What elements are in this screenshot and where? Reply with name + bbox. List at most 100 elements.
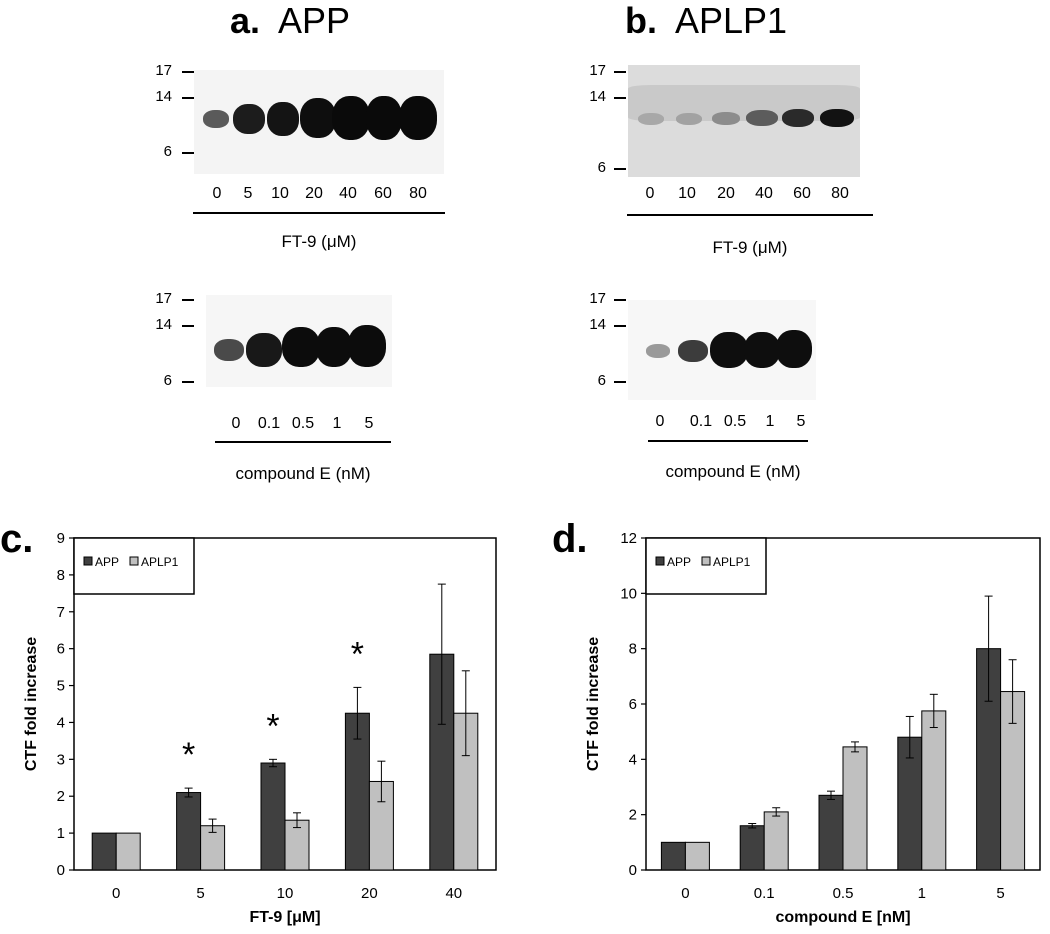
blot-band: [300, 98, 336, 138]
blot-band: [712, 112, 740, 125]
blot-band: [267, 102, 299, 136]
mw-label: 17: [589, 62, 606, 79]
blot-band: [214, 339, 244, 361]
mw-tick: [182, 152, 194, 154]
legend-label: APP: [95, 555, 119, 569]
y-tick-label: 9: [57, 530, 65, 547]
blot-band: [246, 333, 282, 367]
chart-d-fold-increase: d. 0 2 4 6 8 10 12 CTF fold increase 0 0.1 0.5 1 5 com…: [552, 517, 1041, 926]
blot-caption: FT-9 (μM): [712, 238, 788, 257]
western-blot-image: [628, 300, 816, 400]
lane-label: 1: [765, 413, 775, 430]
mw-label: 14: [589, 316, 606, 333]
blot-caption: compound E (nM): [665, 462, 801, 481]
y-tick-label: 12: [620, 530, 637, 547]
mw-tick: [614, 97, 626, 99]
significance-marker: *: [182, 736, 195, 774]
y-tick-label: 4: [629, 751, 637, 768]
bar: [921, 710, 947, 871]
panel-a-title: APP: [278, 0, 351, 41]
blot-band: [746, 110, 778, 126]
lane-label: 60: [374, 185, 392, 202]
blot-caption: FT-9 (μM): [281, 232, 357, 251]
mw-label: 17: [155, 290, 172, 307]
x-axis-label: FT-9 [μM]: [249, 909, 320, 926]
lane-label: 0.5: [723, 413, 747, 430]
legend-label: APLP1: [141, 555, 179, 569]
x-tick-label: 0.5: [833, 885, 854, 902]
bar: [842, 746, 868, 871]
legend-label: APLP1: [713, 555, 751, 569]
blot-band: [203, 110, 229, 128]
blot-band: [678, 340, 708, 362]
mw-tick: [182, 71, 194, 73]
blot-band: [782, 109, 814, 127]
y-axis-label: CTF fold increase: [23, 637, 40, 771]
lane-underline: [193, 212, 445, 214]
blot-band: [332, 96, 370, 140]
legend-box: [73, 537, 195, 595]
mw-tick: [614, 299, 626, 301]
y-tick-label: 6: [57, 641, 65, 658]
lane-label: 60: [793, 185, 811, 202]
blot-band: [366, 96, 402, 140]
lane-label: 0: [212, 185, 222, 202]
bar: [660, 841, 686, 871]
panel-b-title: APLP1: [675, 0, 788, 41]
lane-underline: [215, 441, 391, 443]
blot-band: [399, 96, 437, 140]
lane-label: 5: [364, 415, 374, 432]
mw-label: 6: [597, 159, 606, 176]
lane-label: 40: [339, 185, 357, 202]
lane-label: 5: [243, 185, 253, 202]
y-tick-label: 5: [57, 678, 65, 695]
lane-label: 0: [645, 185, 655, 202]
x-tick-label: 20: [361, 885, 378, 902]
x-tick-label: 5: [196, 885, 204, 902]
bar: [176, 792, 202, 871]
blot-band: [233, 104, 265, 134]
blot-band: [676, 113, 702, 125]
lane-label: 10: [271, 185, 289, 202]
chart-c-fold-increase: c. 0 1 2 3 4 5 6 7 8 9 CTF fold increase 0 5 * 10 * 20 * 40…: [0, 517, 497, 926]
lane-label: 10: [678, 185, 696, 202]
panel-a-letter: a.: [230, 0, 261, 41]
lane-label: 40: [755, 185, 773, 202]
significance-marker: *: [351, 635, 364, 673]
blot-band: [744, 332, 780, 368]
mw-label: 14: [155, 316, 172, 333]
legend-box: [645, 537, 767, 595]
legend-swatch: [701, 556, 711, 566]
y-tick-label: 0: [57, 862, 65, 879]
western-blot-image: [194, 70, 444, 174]
mw-tick: [614, 168, 626, 170]
x-tick-label: 0: [681, 885, 689, 902]
mw-tick: [614, 325, 626, 327]
panel-b-heading: b. APLP1: [625, 0, 787, 42]
blot-band: [348, 325, 386, 367]
lane-underline: [627, 214, 873, 216]
panel-letter: d.: [552, 517, 588, 561]
x-tick-label: 1: [918, 885, 926, 902]
lane-label: 20: [305, 185, 323, 202]
blot-band: [282, 327, 320, 367]
mw-tick: [182, 381, 194, 383]
mw-label: 14: [589, 88, 606, 105]
mw-label: 6: [163, 372, 172, 389]
bar: [284, 819, 310, 871]
y-tick-label: 10: [620, 585, 637, 602]
blot-band: [776, 330, 812, 368]
lane-label: 5: [796, 413, 806, 430]
x-tick-label: 5: [996, 885, 1004, 902]
mw-label: 6: [163, 143, 172, 160]
y-tick-label: 7: [57, 604, 65, 621]
y-tick-label: 8: [57, 567, 65, 584]
x-tick-label: 10: [277, 885, 294, 902]
x-tick-label: 0.1: [754, 885, 775, 902]
bar: [260, 762, 286, 871]
legend-swatch: [655, 556, 665, 566]
mw-tick: [182, 299, 194, 301]
blot-band: [646, 344, 670, 358]
x-tick-label: 0: [112, 885, 120, 902]
y-tick-label: 4: [57, 714, 65, 731]
